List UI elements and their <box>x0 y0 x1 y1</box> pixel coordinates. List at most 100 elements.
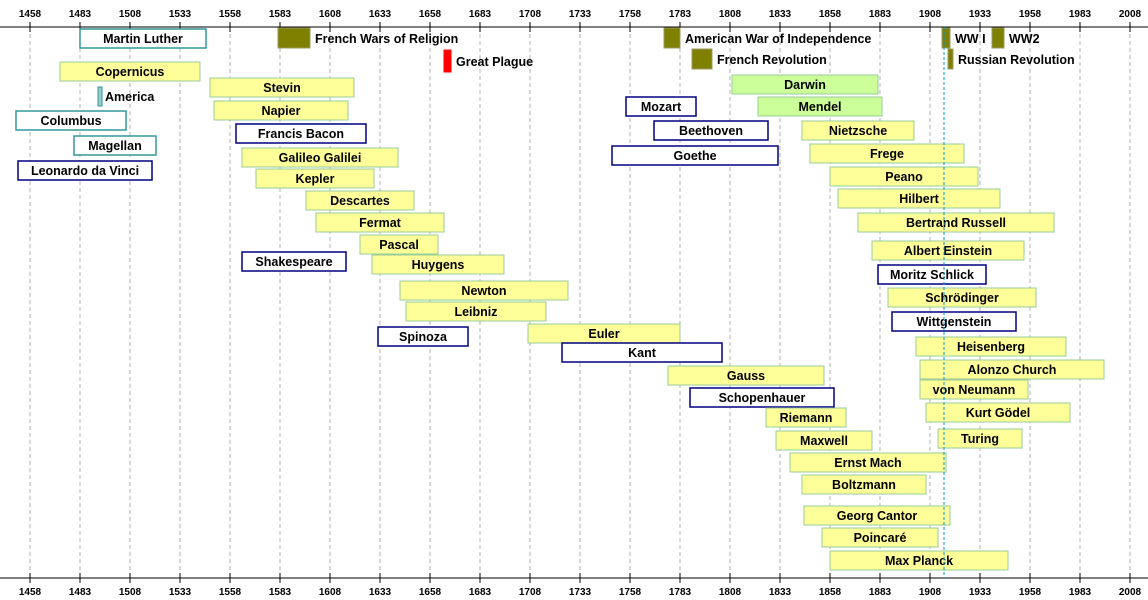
top-tick-label: 1583 <box>269 9 292 20</box>
bottom-tick-label: 1608 <box>319 587 342 598</box>
lifespan-bar <box>809 143 965 164</box>
bottom-tick-label: 1508 <box>119 587 142 598</box>
lifespan-label: Alonzo Church <box>968 363 1057 377</box>
lifespan-bar <box>15 110 127 131</box>
lifespan-label: Albert Einstein <box>904 244 992 258</box>
lifespan-bar <box>821 527 939 548</box>
top-tick-label: 1633 <box>369 9 392 20</box>
lifespan-bar <box>803 505 951 526</box>
top-tick-label: 1983 <box>1069 9 1092 20</box>
top-tick-label: 2008 <box>1119 9 1142 20</box>
bottom-tick-label: 1458 <box>19 587 42 598</box>
lifespan-bar <box>915 336 1067 357</box>
lifespan-bar <box>241 147 399 168</box>
lifespan-label: Kepler <box>296 172 335 186</box>
bottom-tick-label: 1858 <box>819 587 842 598</box>
lifespan-label: Beethoven <box>679 124 743 138</box>
lifespan-label: Georg Cantor <box>837 509 918 523</box>
bottom-tick-label: 1683 <box>469 587 492 598</box>
top-tick-label: 1483 <box>69 9 92 20</box>
lifespan-label: Kant <box>628 346 657 360</box>
lifespan-bar <box>561 342 723 363</box>
bottom-tick-label: 1708 <box>519 587 542 598</box>
lifespan-label: Huygens <box>412 258 465 272</box>
lifespan-bar <box>377 326 469 347</box>
lifespan-label: Poincaré <box>854 531 907 545</box>
lifespan-label: Copernicus <box>96 65 165 79</box>
lifespan-label: Hilbert <box>899 192 939 206</box>
lifespan-label: Shakespeare <box>255 255 332 269</box>
lifespan-bar <box>359 234 439 255</box>
lifespan-bar <box>241 251 347 272</box>
lifespan-label: Leonardo da Vinci <box>31 164 139 178</box>
top-tick-label: 1733 <box>569 9 592 20</box>
top-tick-label: 1783 <box>669 9 692 20</box>
event-bar <box>663 27 681 49</box>
lifespan-label: Nietzsche <box>829 124 887 138</box>
event-label: Great Plague <box>456 55 533 69</box>
bottom-tick-label: 1833 <box>769 587 792 598</box>
top-tick-label: 1933 <box>969 9 992 20</box>
lifespan-label: Goethe <box>673 149 716 163</box>
lifespan-label: Schopenhauer <box>719 391 806 405</box>
bottom-tick-label: 1883 <box>869 587 892 598</box>
bottom-tick-label: 1783 <box>669 587 692 598</box>
top-tick-label: 1658 <box>419 9 442 20</box>
lifespan-label: Bertrand Russell <box>906 216 1006 230</box>
lifespan-bars: Martin Luther Copernicus America Columbus Ma… <box>15 28 1105 571</box>
event-label: French Wars of Religion <box>315 32 458 46</box>
lifespan-label: Riemann <box>780 411 833 425</box>
top-tick-label: 1558 <box>219 9 242 20</box>
lifespan-bar <box>789 452 947 473</box>
lifespan-bar <box>731 74 879 95</box>
lifespan-bar <box>765 407 847 428</box>
lifespan-bar <box>213 100 349 121</box>
lifespan-label: Napier <box>262 104 301 118</box>
lifespan-bar <box>17 160 153 181</box>
event-bar <box>443 49 452 73</box>
bottom-tick-label: 1633 <box>369 587 392 598</box>
top-tick-label: 1808 <box>719 9 742 20</box>
top-tick-label: 1533 <box>169 9 192 20</box>
top-tick-label: 1508 <box>119 9 142 20</box>
lifespan-bar <box>399 280 569 301</box>
bottom-tick-label: 1758 <box>619 587 642 598</box>
lifespan-bar <box>97 86 103 107</box>
lifespan-label: Maxwell <box>800 434 848 448</box>
lifespan-label: Wittgenstein <box>917 315 992 329</box>
top-tick-label: 1708 <box>519 9 542 20</box>
lifespan-label: Spinoza <box>399 330 448 344</box>
lifespan-label: Mendel <box>798 100 841 114</box>
lifespan-label: Magellan <box>88 139 142 153</box>
lifespan-bar <box>255 168 375 189</box>
lifespan-bar <box>305 190 415 211</box>
lifespan-bar <box>405 301 547 322</box>
top-tick-label: 1458 <box>19 9 42 20</box>
lifespan-bar <box>73 135 157 156</box>
bottom-tick-label: 1958 <box>1019 587 1042 598</box>
lifespan-label: Schrödinger <box>925 291 999 305</box>
lifespan-label: Kurt Gödel <box>966 406 1031 420</box>
lifespan-bar <box>371 254 505 275</box>
bottom-tick-label: 2008 <box>1119 587 1142 598</box>
bottom-tick-label: 1733 <box>569 587 592 598</box>
bottom-tick-label: 1658 <box>419 587 442 598</box>
event-label: Russian Revolution <box>958 53 1075 67</box>
lifespan-label: Leibniz <box>454 305 497 319</box>
event-bar <box>691 48 713 70</box>
event-label: French Revolution <box>717 53 827 67</box>
top-tick-label: 1758 <box>619 9 642 20</box>
event-bar <box>941 27 951 49</box>
lifespan-label: Fermat <box>359 216 402 230</box>
bottom-tick-label: 1583 <box>269 587 292 598</box>
top-tick-label: 1608 <box>319 9 342 20</box>
lifespan-bar <box>857 212 1055 233</box>
top-tick-label: 1683 <box>469 9 492 20</box>
lifespan-bar <box>877 264 987 285</box>
lifespan-label: Euler <box>588 327 619 341</box>
lifespan-bar <box>925 402 1071 423</box>
bottom-tick-label: 1908 <box>919 587 942 598</box>
lifespan-bar <box>611 145 779 166</box>
lifespan-bar <box>801 120 915 141</box>
lifespan-bar <box>801 474 927 495</box>
